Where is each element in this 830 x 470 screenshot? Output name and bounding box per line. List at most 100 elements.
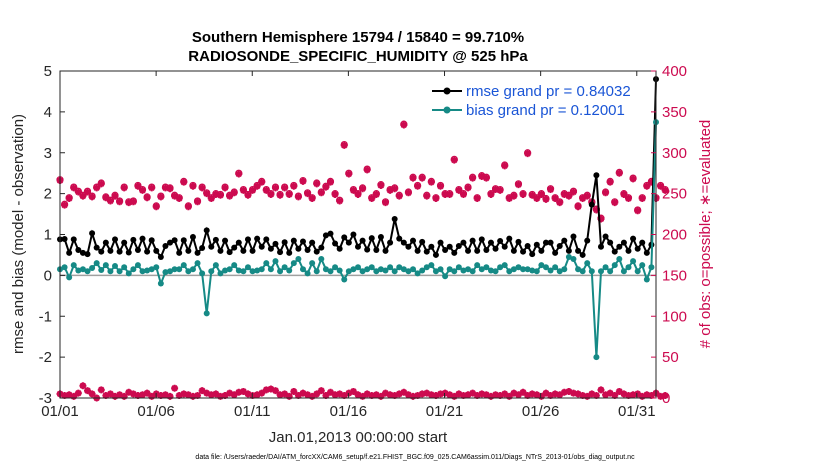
obs-low-evaluated-marker	[354, 391, 362, 399]
rmse-point	[524, 242, 531, 249]
obs-low-evaluated-marker	[432, 392, 440, 400]
obs-low-evaluated-marker	[492, 391, 500, 399]
x-tick-label: 01/16	[330, 403, 368, 420]
bias-point	[497, 264, 504, 271]
rmse-point	[575, 247, 582, 254]
obs-low-evaluated-marker	[331, 391, 339, 399]
obs-low-evaluated-marker	[308, 392, 316, 400]
obs-low-evaluated-marker	[579, 392, 587, 400]
obs-evaluated-marker	[345, 170, 353, 178]
rmse-point	[249, 247, 256, 254]
bias-point	[70, 262, 77, 269]
bias-point	[561, 266, 568, 273]
rmse-point	[639, 239, 646, 246]
obs-evaluated-marker	[386, 186, 394, 194]
legend-box	[428, 82, 650, 120]
rmse-point	[368, 235, 375, 242]
obs-low-evaluated-marker	[262, 386, 270, 394]
obs-low-evaluated-marker	[624, 392, 632, 400]
bias-point	[465, 266, 472, 273]
obs-evaluated-marker	[194, 198, 202, 206]
rmse-point	[332, 240, 339, 247]
chart-title: Southern Hemisphere 15794 / 15840 = 99.7…	[192, 29, 524, 46]
rmse-point	[345, 239, 352, 246]
obs-low-evaluated-marker	[129, 390, 137, 398]
bias-point	[231, 262, 238, 269]
rmse-point	[597, 243, 604, 250]
obs-low-evaluated-marker	[505, 392, 513, 400]
rmse-point	[634, 245, 641, 252]
obs-evaluated-marker	[322, 183, 330, 191]
obs-low-evaluated-marker	[427, 391, 435, 399]
bias-point	[487, 267, 494, 274]
obs-low-evaluated-marker	[469, 389, 477, 397]
rmse-point	[400, 239, 407, 246]
obs-low-evaluated-marker	[125, 388, 133, 396]
obs-evaluated-marker	[492, 186, 500, 194]
bias-point	[258, 266, 265, 273]
bias-point	[423, 264, 430, 271]
obs-low-evaluated-marker	[441, 389, 449, 397]
obs-low-evaluated-marker	[606, 389, 614, 397]
obs-evaluated-marker	[542, 195, 550, 203]
bias-point	[455, 264, 462, 271]
y-axis-left: -3 -2 -1 0 1 2 3 4 5	[39, 63, 65, 407]
plot-area	[60, 71, 656, 398]
bias-point	[290, 260, 297, 267]
obs-low-evaluated-marker	[391, 392, 399, 400]
obs-low-evaluated-marker	[574, 390, 582, 398]
obs-low-evaluated-marker	[207, 391, 215, 399]
bias-point	[474, 262, 481, 269]
rmse-point	[561, 237, 568, 244]
obs-low-evaluated-marker	[143, 389, 151, 397]
rmse-point	[442, 247, 449, 254]
y-right-tick-label: 350	[662, 104, 687, 121]
obs-low-evaluated-marker	[569, 389, 577, 397]
bias-point	[552, 264, 559, 271]
bias-point	[593, 354, 600, 361]
obs-low-evaluated-marker	[79, 382, 87, 390]
obs-evaluated-marker	[427, 178, 435, 186]
obs-low-evaluated-marker	[148, 392, 156, 400]
obs-evaluated-marker	[359, 185, 367, 193]
bias-point	[478, 266, 485, 273]
rmse-point	[492, 245, 499, 252]
obs-low-evaluated-marker	[336, 390, 344, 398]
obs-evaluated-marker	[281, 184, 289, 192]
rmse-point	[157, 253, 164, 260]
rmse-point	[281, 239, 288, 246]
obs-evaluated-marker	[537, 190, 545, 198]
bias-point	[134, 262, 141, 269]
obs-low-evaluated-marker	[304, 391, 312, 399]
bias-point	[84, 268, 91, 275]
rmse-point	[364, 246, 371, 253]
bias-point	[203, 310, 210, 317]
obs-evaluated-marker	[171, 192, 179, 200]
bias-point	[355, 264, 361, 271]
obs-evaluated-marker	[226, 192, 234, 200]
obs-low-evaluated-marker	[363, 390, 371, 398]
bias-point	[607, 268, 614, 275]
legend-rmse-marker	[443, 87, 451, 95]
rmse-point	[144, 248, 151, 255]
y-right-tick-label: 300	[662, 145, 687, 162]
obs-low-evaluated-marker	[455, 390, 463, 398]
obs-low-evaluated-marker	[349, 387, 357, 395]
obs-evaluated-marker	[400, 121, 408, 129]
obs-evaluated-marker	[175, 195, 183, 203]
bias-point	[542, 264, 549, 271]
rmse-point	[377, 233, 384, 240]
bias-point	[387, 264, 394, 271]
bias-point	[281, 264, 288, 271]
obs-low-evaluated-marker	[437, 390, 445, 398]
obs-evaluated-marker	[271, 184, 279, 192]
obs-low-evaluated-marker	[161, 391, 169, 399]
obs-evaluated-marker	[111, 192, 119, 200]
rmse-point	[295, 245, 302, 252]
bias-point	[359, 268, 366, 275]
obs-evaluated-marker	[643, 182, 651, 190]
rmse-point	[355, 243, 361, 250]
rmse-point	[309, 239, 316, 246]
obs-low-evaluated-marker	[446, 391, 454, 399]
